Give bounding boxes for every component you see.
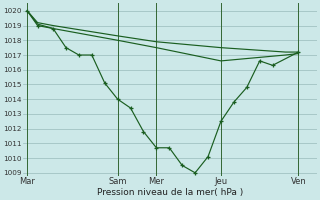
X-axis label: Pression niveau de la mer( hPa ): Pression niveau de la mer( hPa ): [97, 188, 243, 197]
